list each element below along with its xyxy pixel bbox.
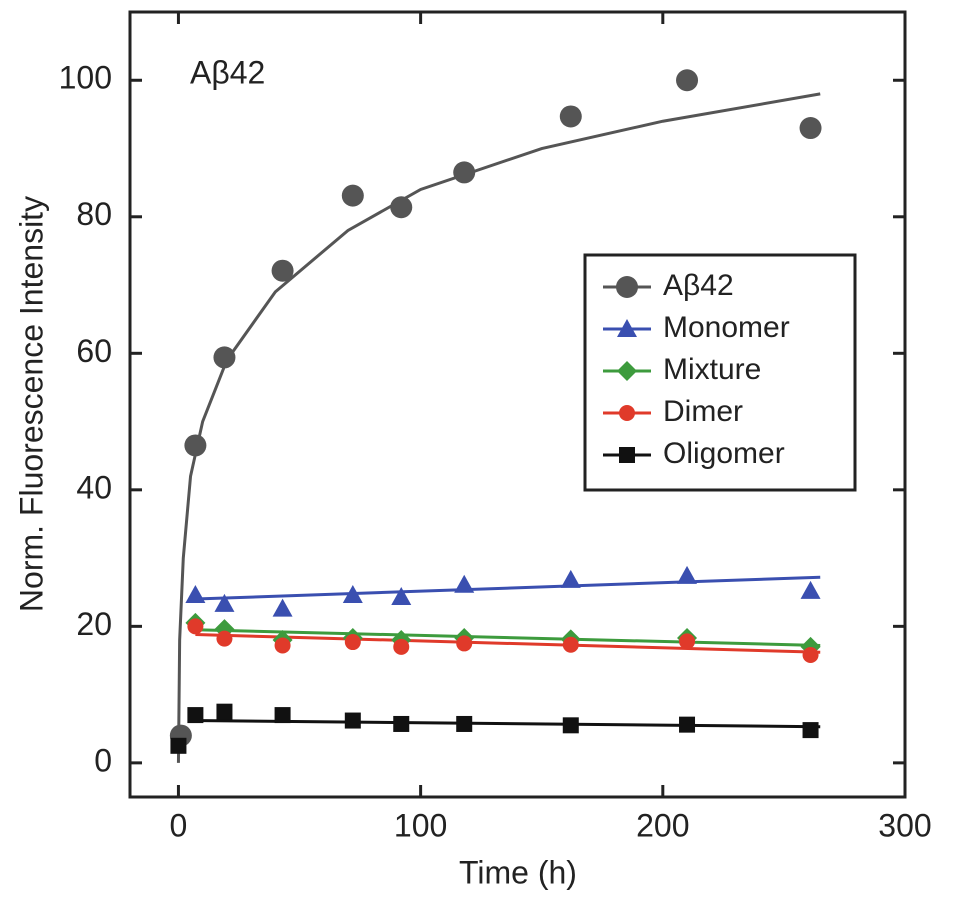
y-tick-label: 100: [59, 60, 112, 96]
data-point: [170, 737, 187, 754]
data-point: [453, 161, 476, 184]
data-point: [390, 196, 413, 219]
y-tick-label: 0: [94, 742, 112, 778]
data-point: [559, 105, 582, 128]
x-tick-label: 100: [394, 807, 447, 843]
data-point: [454, 574, 475, 593]
x-tick-label: 0: [170, 807, 188, 843]
data-point: [216, 630, 233, 647]
data-point: [393, 715, 410, 732]
data-point: [802, 647, 819, 664]
legend-marker: [617, 361, 637, 381]
data-point: [341, 184, 364, 207]
fit-line: [195, 628, 821, 647]
legend-label: Mixture: [663, 353, 761, 386]
fit-line: [176, 92, 821, 763]
data-point: [271, 259, 294, 282]
data-point: [799, 117, 822, 140]
data-point: [216, 703, 233, 720]
plot-frame: [128, 10, 907, 799]
data-point: [456, 715, 473, 732]
legend: Aβ42 Monomer Mixture Dimer Oligomer: [583, 253, 857, 492]
legend-marker: [619, 447, 635, 463]
y-tick-label: 20: [76, 606, 112, 642]
annotation: Aβ42: [190, 54, 265, 90]
data-point: [274, 707, 291, 724]
data-point: [187, 618, 204, 635]
x-tick-label: 300: [878, 807, 931, 843]
data-point: [344, 712, 361, 729]
fit-line: [195, 575, 821, 601]
x-axis-label: Time (h): [459, 854, 577, 890]
x-tick-label: 200: [636, 807, 689, 843]
data-point: [679, 633, 696, 650]
data-point: [393, 638, 410, 655]
data-point: [679, 716, 696, 733]
legend-label: Oligomer: [663, 437, 785, 470]
y-axis-label: Norm. Fluorescence Intensity: [13, 196, 49, 612]
data-point: [562, 636, 579, 653]
y-tick-label: 60: [76, 333, 112, 369]
data-point: [272, 598, 293, 617]
legend-label: Dimer: [663, 395, 743, 428]
data-point: [185, 584, 206, 603]
data-point: [677, 565, 698, 584]
data-point: [391, 586, 412, 605]
legend-label: Monomer: [663, 311, 790, 344]
data-point: [214, 593, 235, 612]
data-point: [676, 69, 699, 92]
data-point: [802, 722, 819, 739]
legend-marker: [617, 319, 637, 337]
legend-marker: [616, 276, 638, 298]
data-point: [560, 569, 581, 588]
data-point: [342, 584, 363, 603]
legend-marker: [619, 405, 635, 421]
data-point: [562, 717, 579, 734]
data-point: [274, 637, 291, 654]
y-tick-label: 40: [76, 469, 112, 505]
data-point: [456, 635, 473, 652]
data-point: [187, 707, 204, 724]
fit-line: [190, 719, 821, 729]
data-point: [344, 634, 361, 651]
data-point: [213, 346, 236, 369]
y-tick-label: 80: [76, 196, 112, 232]
fit-line: [195, 633, 821, 654]
data-point: [800, 580, 821, 599]
data-point: [184, 434, 207, 457]
legend-label: Aβ42: [663, 269, 734, 302]
